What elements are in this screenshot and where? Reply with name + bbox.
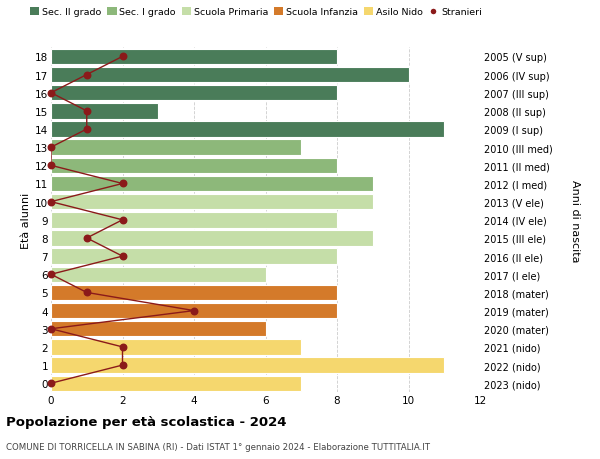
Point bbox=[82, 108, 92, 115]
Point bbox=[118, 343, 127, 351]
Point bbox=[118, 217, 127, 224]
Y-axis label: Età alunni: Età alunni bbox=[21, 192, 31, 248]
Point bbox=[118, 54, 127, 61]
Bar bbox=[51, 249, 337, 264]
Point bbox=[82, 72, 92, 79]
Point bbox=[46, 271, 56, 278]
Point bbox=[118, 253, 127, 260]
Bar bbox=[51, 122, 444, 137]
Bar bbox=[51, 267, 265, 282]
Point bbox=[82, 126, 92, 134]
Bar bbox=[51, 195, 373, 210]
Text: Popolazione per età scolastica - 2024: Popolazione per età scolastica - 2024 bbox=[6, 415, 287, 428]
Bar bbox=[51, 176, 373, 192]
Point bbox=[46, 162, 56, 170]
Bar bbox=[51, 358, 444, 373]
Point bbox=[118, 180, 127, 188]
Bar bbox=[51, 86, 337, 101]
Point bbox=[82, 289, 92, 297]
Point bbox=[46, 90, 56, 97]
Point bbox=[46, 199, 56, 206]
Y-axis label: Anni di nascita: Anni di nascita bbox=[569, 179, 580, 262]
Bar bbox=[51, 104, 158, 119]
Bar bbox=[51, 213, 337, 228]
Bar bbox=[51, 285, 337, 301]
Point bbox=[46, 380, 56, 387]
Point bbox=[46, 325, 56, 333]
Bar bbox=[51, 67, 409, 83]
Bar bbox=[51, 140, 301, 156]
Bar bbox=[51, 375, 301, 391]
Point bbox=[189, 307, 199, 314]
Point bbox=[82, 235, 92, 242]
Text: COMUNE DI TORRICELLA IN SABINA (RI) - Dati ISTAT 1° gennaio 2024 - Elaborazione : COMUNE DI TORRICELLA IN SABINA (RI) - Da… bbox=[6, 442, 430, 451]
Point bbox=[118, 362, 127, 369]
Bar bbox=[51, 158, 337, 174]
Legend: Sec. II grado, Sec. I grado, Scuola Primaria, Scuola Infanzia, Asilo Nido, Stran: Sec. II grado, Sec. I grado, Scuola Prim… bbox=[30, 8, 482, 17]
Point bbox=[46, 144, 56, 151]
Bar bbox=[51, 231, 373, 246]
Bar bbox=[51, 340, 301, 355]
Bar bbox=[51, 321, 265, 337]
Bar bbox=[51, 50, 337, 65]
Bar bbox=[51, 303, 337, 319]
